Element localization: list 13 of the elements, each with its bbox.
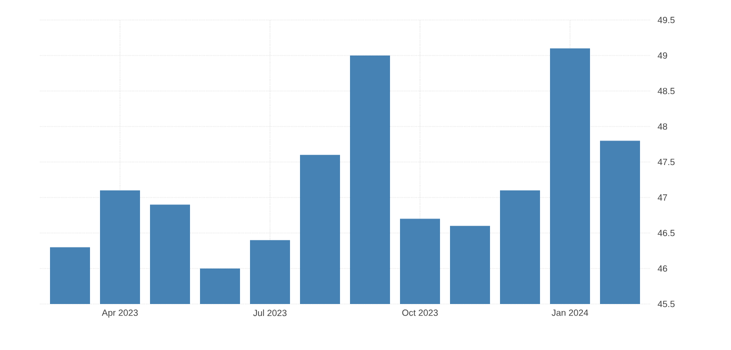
y-tick-label: 46 [658, 265, 668, 272]
y-tick-label: 48.5 [658, 88, 675, 94]
y-tick-label: 49 [658, 52, 668, 59]
x-tick-label: Apr 2023 [102, 310, 138, 318]
y-tick-label: 46.5 [658, 230, 675, 236]
y-tick-label: 49.5 [658, 16, 675, 24]
y-tick-label: 48 [658, 123, 668, 130]
y-tick-label: 45.5 [658, 300, 675, 308]
x-tick-label: Jan 2024 [552, 310, 588, 316]
y-tick-label: 47 [658, 194, 668, 201]
x-tick-label: Jul 2023 [253, 310, 287, 316]
y-tick-label: 47.5 [658, 158, 675, 166]
x-tick-label: Oct 2023 [402, 310, 438, 316]
